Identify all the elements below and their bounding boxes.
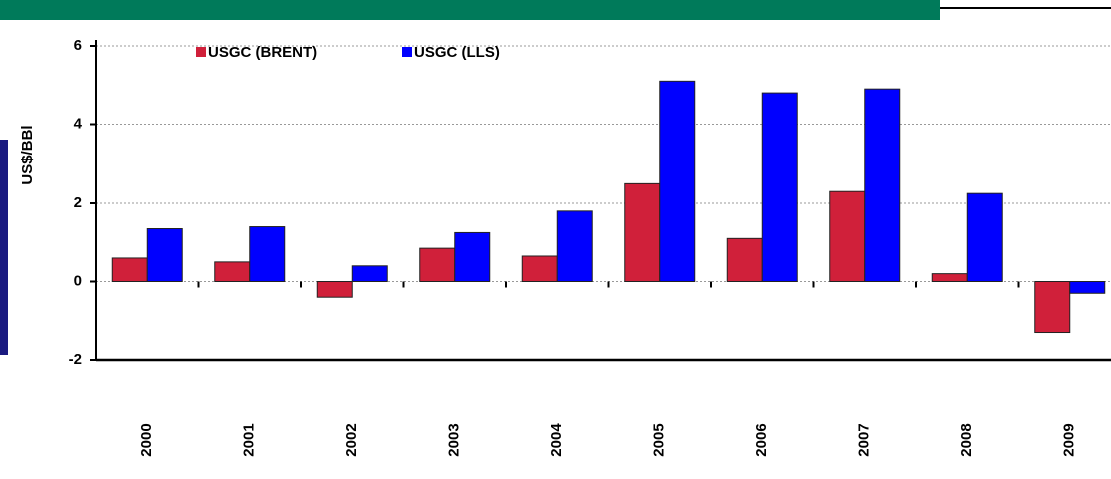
- x-tick-label: 2002: [343, 423, 360, 456]
- legend-label: USGC (LLS): [414, 44, 500, 61]
- bar: [419, 247, 456, 282]
- legend-swatch: [196, 47, 206, 57]
- x-tick-label: 2000: [138, 423, 155, 456]
- bar: [931, 273, 968, 282]
- x-tick-label: 2009: [1061, 423, 1078, 456]
- bar: [726, 237, 763, 282]
- x-tick-label: 2007: [856, 423, 873, 456]
- x-tick-label: 2004: [548, 423, 565, 457]
- side-band: [0, 140, 8, 355]
- bar: [351, 265, 388, 282]
- x-tick-label: 2006: [753, 423, 770, 456]
- y-tick-label: 0: [74, 272, 82, 289]
- bar: [521, 255, 558, 283]
- y-tick-label: 6: [74, 37, 82, 54]
- bar: [659, 80, 696, 282]
- bar: [556, 210, 593, 283]
- x-tick-label: 2003: [446, 423, 463, 456]
- bar: [864, 88, 901, 282]
- y-tick-label: 2: [74, 194, 82, 211]
- bar: [1069, 281, 1106, 294]
- y-axis-label: US$/BBl: [19, 125, 36, 184]
- bar: [829, 190, 866, 283]
- legend-swatch: [402, 47, 412, 57]
- header-band: [0, 0, 940, 20]
- legend-label: USGC (BRENT): [208, 44, 317, 61]
- bar: [761, 92, 798, 282]
- bar: [316, 281, 353, 298]
- bar: [966, 192, 1003, 282]
- bar: [111, 257, 148, 283]
- x-tick-label: 2001: [241, 423, 258, 456]
- bar: [454, 231, 491, 282]
- bar: [1034, 281, 1071, 334]
- bar: [214, 261, 251, 282]
- bar: [249, 226, 286, 283]
- x-tick-label: 2008: [958, 423, 975, 456]
- x-tick-label: 2005: [651, 423, 668, 456]
- y-tick-label: 4: [74, 115, 83, 132]
- y-tick-label: -2: [69, 351, 82, 368]
- bar: [624, 182, 661, 282]
- bar: [146, 228, 183, 282]
